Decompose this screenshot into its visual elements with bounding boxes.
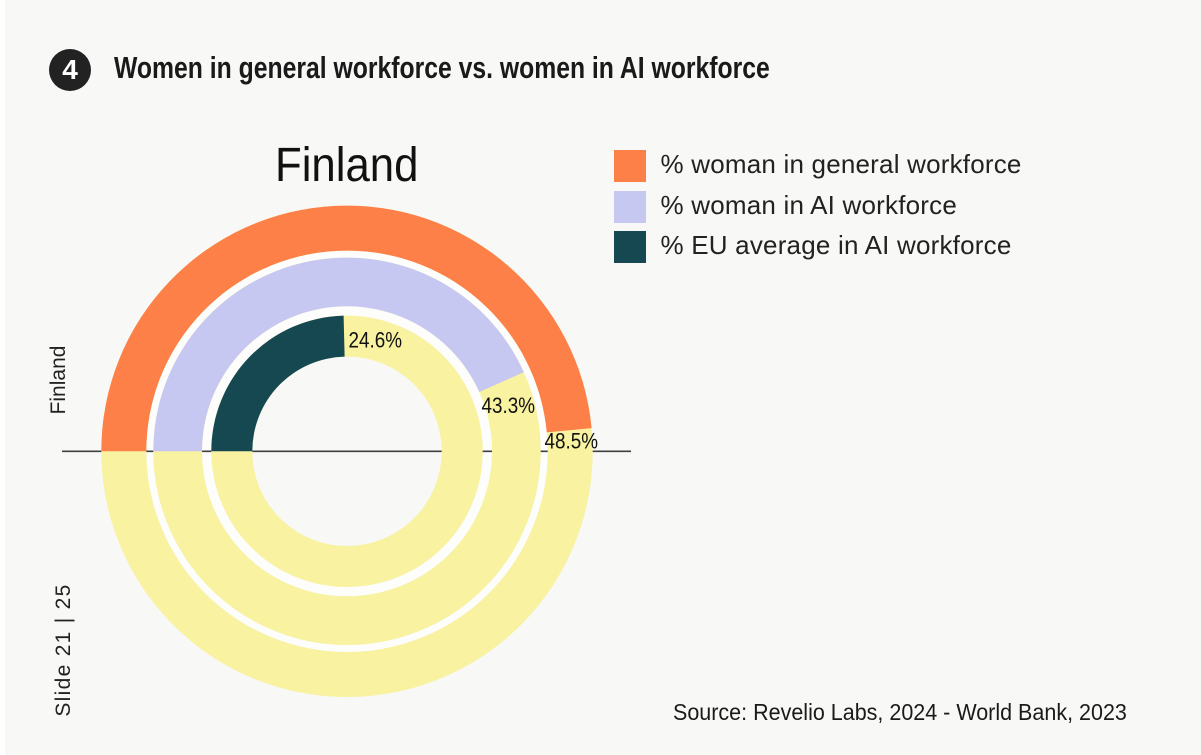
svg-text:43.3%: 43.3% [482, 393, 536, 418]
svg-text:24.6%: 24.6% [349, 327, 403, 352]
svg-text:48.5%: 48.5% [545, 428, 599, 453]
